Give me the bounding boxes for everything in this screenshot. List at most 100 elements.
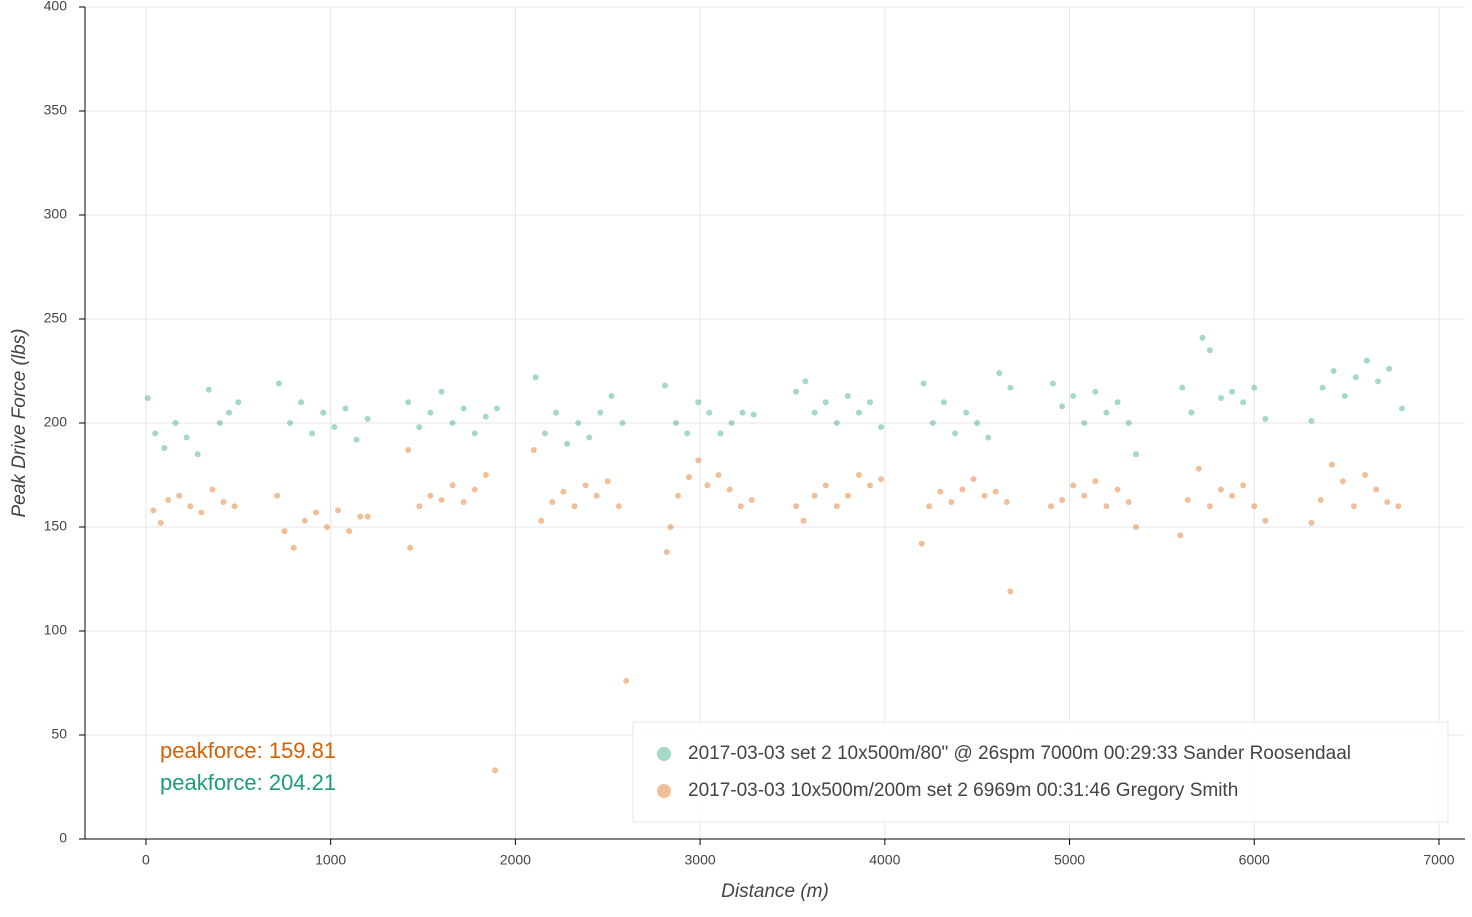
x-tick-label: 4000 <box>869 852 900 868</box>
data-point <box>416 424 423 431</box>
data-point <box>586 434 593 441</box>
data-point <box>1092 478 1099 485</box>
y-tick-label: 300 <box>44 206 68 222</box>
data-point <box>471 486 478 493</box>
y-tick-label: 200 <box>44 414 68 430</box>
data-point <box>482 472 489 478</box>
data-point <box>492 767 499 774</box>
data-point <box>1386 365 1393 372</box>
data-point <box>1133 451 1140 458</box>
data-point <box>844 492 851 499</box>
data-point <box>1341 392 1348 399</box>
data-point <box>662 382 669 389</box>
data-point <box>1363 357 1370 364</box>
data-point <box>1125 420 1132 426</box>
data-point <box>1133 524 1140 530</box>
data-point <box>695 457 702 464</box>
data-point <box>1217 395 1224 402</box>
y-tick-label: 400 <box>44 0 68 14</box>
data-point <box>198 509 205 516</box>
data-point <box>706 409 713 416</box>
data-point <box>301 517 308 524</box>
data-point <box>416 503 423 510</box>
data-point <box>996 370 1003 377</box>
data-point <box>1308 519 1315 526</box>
data-point <box>985 434 992 441</box>
data-point <box>176 492 183 499</box>
data-point <box>353 436 360 443</box>
data-point <box>220 499 227 506</box>
data-point <box>715 472 722 478</box>
data-point <box>867 482 874 489</box>
data-point <box>926 503 933 510</box>
data-point <box>290 544 297 551</box>
data-point <box>205 386 212 393</box>
data-point <box>449 482 456 489</box>
data-point <box>1007 384 1014 391</box>
data-point <box>564 440 571 447</box>
data-point <box>161 444 168 451</box>
data-point <box>226 409 233 416</box>
data-point <box>793 503 800 510</box>
y-tick-label: 50 <box>51 726 67 742</box>
data-point <box>1240 482 1247 489</box>
data-point <box>878 476 885 483</box>
annotation: peakforce: 159.81 <box>160 738 336 763</box>
data-point <box>1177 532 1184 539</box>
data-point <box>357 513 364 520</box>
data-point <box>822 399 829 406</box>
annotation: peakforce: 204.21 <box>160 770 336 795</box>
data-point <box>1059 496 1066 503</box>
data-point <box>593 492 600 499</box>
x-tick-label: 7000 <box>1423 852 1454 868</box>
data-point <box>1048 503 1055 510</box>
data-point <box>623 677 630 684</box>
data-point <box>538 517 545 524</box>
data-point <box>1070 482 1077 489</box>
data-point <box>172 420 179 426</box>
data-point <box>560 488 567 495</box>
data-point <box>1362 472 1369 478</box>
data-point <box>275 380 282 387</box>
data-point <box>1184 496 1191 503</box>
data-point <box>833 503 840 510</box>
data-point <box>1352 374 1359 381</box>
data-point <box>726 486 733 493</box>
data-point <box>918 540 925 547</box>
data-point <box>1350 503 1357 510</box>
data-point <box>802 378 809 385</box>
x-axis-label: Distance (m) <box>721 881 829 902</box>
data-point <box>331 424 338 431</box>
data-point <box>571 503 578 510</box>
data-point <box>405 399 412 406</box>
data-point <box>750 411 757 418</box>
data-point <box>312 509 319 516</box>
data-point <box>1373 486 1380 493</box>
data-point <box>541 430 548 437</box>
data-point <box>1395 503 1402 510</box>
data-point <box>992 488 999 495</box>
data-point <box>1092 388 1099 395</box>
data-point <box>1081 420 1088 426</box>
data-point <box>667 524 674 530</box>
data-point <box>970 476 977 483</box>
data-point <box>608 392 615 399</box>
data-point <box>1195 465 1202 472</box>
data-point <box>438 496 445 503</box>
data-point <box>532 374 539 381</box>
x-tick-label: 2000 <box>500 852 531 868</box>
data-point <box>209 486 216 493</box>
legend: 2017-03-03 set 2 10x500m/80" @ 26spm 700… <box>632 721 1449 823</box>
data-point <box>323 524 330 530</box>
data-point <box>287 420 294 426</box>
data-point <box>407 544 414 551</box>
data-point <box>822 482 829 489</box>
data-point <box>553 409 560 416</box>
data-point <box>1179 384 1186 391</box>
legend-box <box>632 721 1449 823</box>
y-tick-label: 350 <box>44 102 68 118</box>
data-point <box>575 420 582 426</box>
data-point <box>1330 368 1337 374</box>
data-point <box>844 392 851 399</box>
